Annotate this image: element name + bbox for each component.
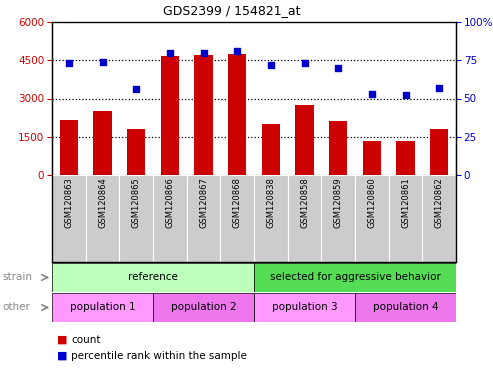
Bar [321, 175, 355, 262]
Point [334, 65, 342, 71]
Text: GSM120860: GSM120860 [367, 178, 376, 228]
Text: population 2: population 2 [171, 303, 236, 313]
Text: GSM120864: GSM120864 [98, 178, 107, 228]
Bar [423, 175, 456, 262]
Bar [86, 175, 119, 262]
Bar [388, 175, 423, 262]
Text: GDS2399 / 154821_at: GDS2399 / 154821_at [163, 5, 300, 18]
Bar [396, 141, 415, 175]
Text: population 3: population 3 [272, 303, 337, 313]
Text: GSM120858: GSM120858 [300, 178, 309, 228]
Bar [153, 175, 187, 262]
Bar [60, 120, 78, 175]
Text: selected for aggressive behavior: selected for aggressive behavior [270, 273, 440, 283]
Bar [362, 141, 381, 175]
Text: GSM120838: GSM120838 [266, 178, 275, 228]
Point [368, 91, 376, 97]
Text: population 1: population 1 [70, 303, 135, 313]
Bar [119, 175, 153, 262]
Bar [329, 121, 348, 175]
Bar [187, 175, 220, 262]
Bar [220, 175, 254, 262]
Bar [254, 293, 355, 322]
Text: population 4: population 4 [373, 303, 438, 313]
Bar [93, 111, 112, 175]
Text: GSM120868: GSM120868 [233, 178, 242, 228]
Bar [355, 175, 388, 262]
Bar [430, 129, 449, 175]
Text: GSM120861: GSM120861 [401, 178, 410, 228]
Text: ■: ■ [57, 335, 67, 345]
Bar [52, 263, 254, 292]
Text: GSM120867: GSM120867 [199, 178, 208, 228]
Text: count: count [71, 335, 101, 345]
Text: GSM120865: GSM120865 [132, 178, 141, 228]
Bar [161, 56, 179, 175]
Text: GSM120866: GSM120866 [165, 178, 175, 228]
Bar [228, 54, 246, 175]
Bar [288, 175, 321, 262]
Bar [52, 175, 86, 262]
Point [65, 60, 73, 66]
Bar [254, 175, 288, 262]
Bar [295, 105, 314, 175]
Bar [153, 293, 254, 322]
Text: GSM120859: GSM120859 [334, 178, 343, 228]
Point [166, 50, 174, 56]
Bar [262, 124, 280, 175]
Text: percentile rank within the sample: percentile rank within the sample [71, 351, 247, 361]
Text: other: other [2, 303, 31, 313]
Text: strain: strain [2, 273, 33, 283]
Point [132, 86, 140, 93]
Text: GSM120863: GSM120863 [64, 178, 73, 228]
Bar [127, 129, 145, 175]
Text: reference: reference [128, 273, 178, 283]
Text: GSM120862: GSM120862 [435, 178, 444, 228]
Point [301, 60, 309, 66]
Text: ■: ■ [57, 351, 67, 361]
Point [99, 59, 106, 65]
Bar [194, 55, 213, 175]
Point [435, 85, 443, 91]
Point [267, 62, 275, 68]
Bar [355, 293, 456, 322]
Point [402, 93, 410, 99]
Bar [254, 263, 456, 292]
Bar [52, 293, 153, 322]
Point [233, 48, 241, 54]
Point [200, 50, 208, 56]
